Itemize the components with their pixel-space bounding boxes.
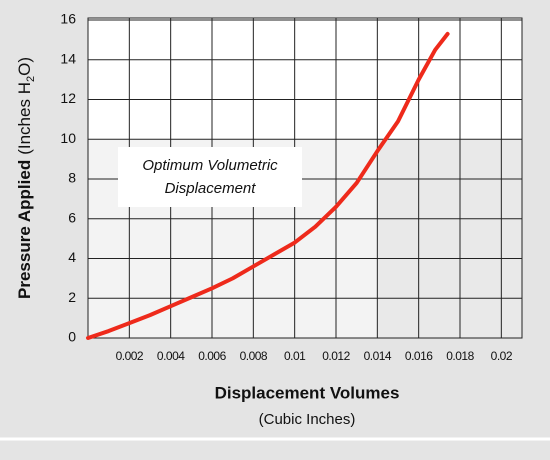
y-tick-label: 8	[68, 170, 76, 186]
y-label-unit-end: O)	[15, 57, 34, 76]
x-tick-label: 0.012	[322, 349, 350, 363]
x-axis-unit: (Cubic Inches)	[259, 411, 356, 428]
x-tick-label: 0.01	[284, 349, 306, 363]
annotation-text: Optimum Volumetric	[142, 157, 278, 174]
x-tick-label: 0.016	[405, 349, 433, 363]
y-label-unit: (Inches H	[15, 82, 34, 155]
x-tick-label: 0.006	[198, 349, 226, 363]
data-line	[86, 31, 450, 340]
x-tick-label: 0.02	[491, 349, 513, 363]
y-tick-label: 14	[60, 50, 76, 66]
x-tick-label: 0.004	[157, 349, 185, 363]
annotation-box	[118, 147, 302, 207]
x-tick-label: 0.002	[116, 349, 144, 363]
y-tick-label: 10	[60, 130, 76, 146]
y-tick-label: 16	[60, 11, 76, 27]
annotation-text: Displacement	[165, 180, 257, 197]
y-label-main: Pressure Applied	[15, 160, 34, 299]
x-tick-label: 0.018	[446, 349, 474, 363]
outer-lower-region	[377, 139, 522, 338]
y-tick-label: 4	[68, 249, 76, 265]
y-tick-label: 6	[68, 209, 76, 225]
y-axis-label: Pressure Applied (Inches H2O)	[15, 57, 36, 299]
x-axis-label: Displacement Volumes	[215, 383, 400, 402]
y-tick-label: 12	[60, 90, 76, 106]
plot-area: 0 2 4 6 8 10 12 14 16 0.002 0.004 0.006 0.008 0.01 0.0…	[60, 11, 523, 363]
y-tick-label: 2	[68, 289, 76, 305]
x-tick-label: 0.008	[240, 349, 268, 363]
plot-frame	[87, 17, 523, 339]
y-label-sub: 2	[25, 76, 37, 82]
y-tick-label: 0	[68, 329, 76, 345]
x-tick-label: 0.014	[364, 349, 392, 363]
